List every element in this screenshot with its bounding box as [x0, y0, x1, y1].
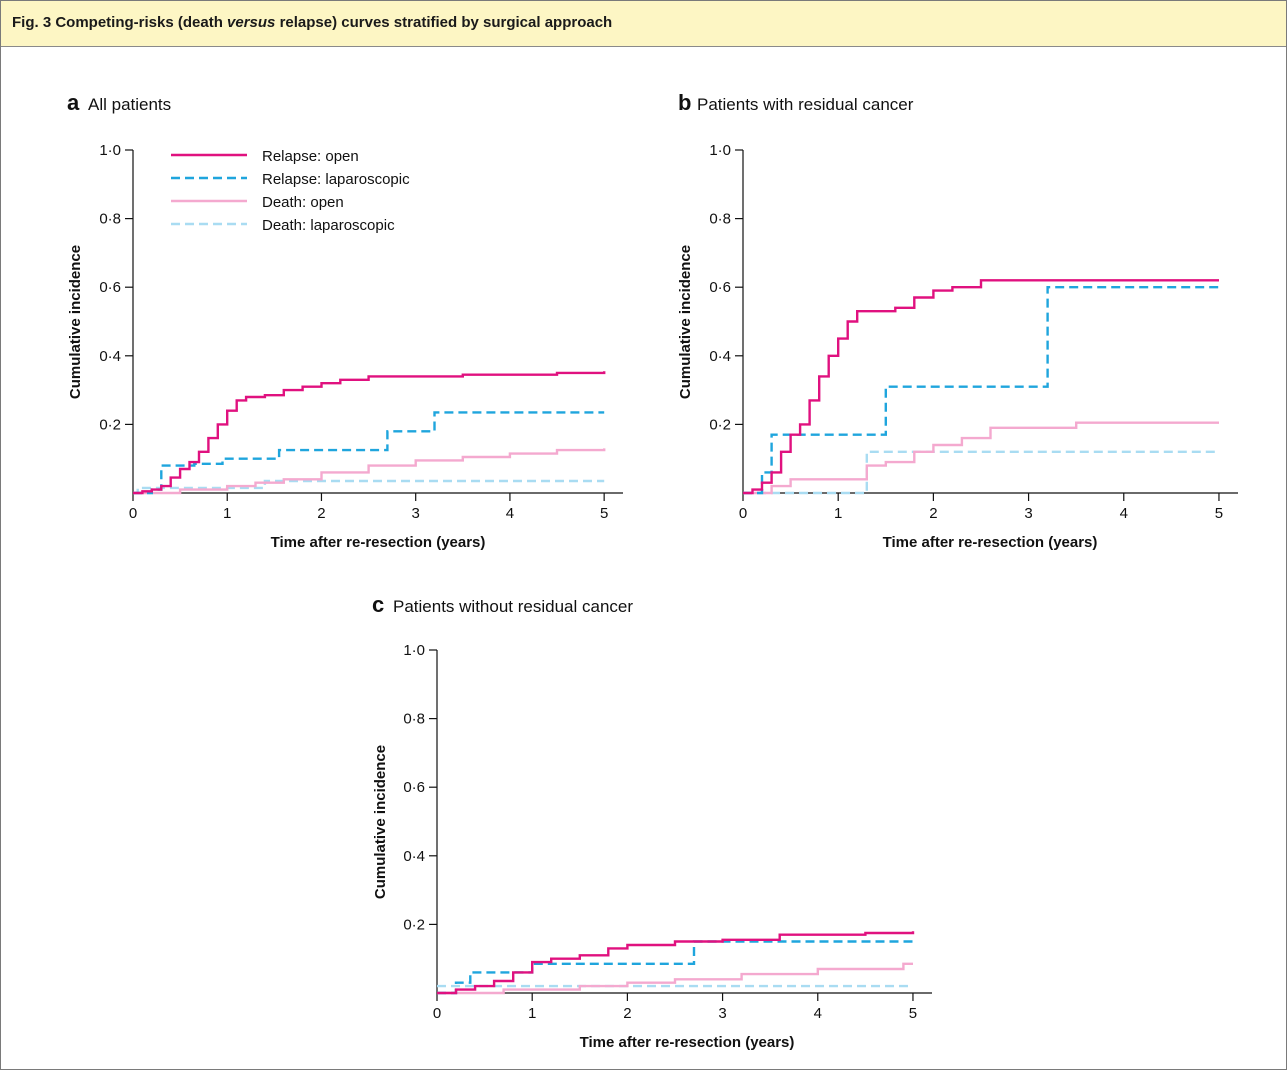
- x-tick-label: 1: [834, 505, 842, 522]
- y-tick-label: 0·4: [403, 848, 425, 865]
- chart-panel-b: b Patients with residual cancer 0 1 2 3 4 5 0·2 0…: [677, 90, 1238, 551]
- series-line-death-open: [743, 421, 1219, 495]
- panel-title: Patients with residual cancer: [697, 95, 914, 114]
- y-axis-label: Cumulative incidence: [67, 245, 84, 399]
- series-line-relapse-open: [743, 279, 1219, 495]
- caption-emphasis: versus: [227, 14, 276, 31]
- caption-bar: Fig. 3 Competing-risks (death versus rel…: [1, 1, 1286, 47]
- y-axis-label: Cumulative incidence: [677, 245, 694, 399]
- panel-letter: b: [678, 90, 691, 115]
- panel-letter: c: [372, 592, 384, 617]
- panel-title: Patients without residual cancer: [393, 597, 633, 616]
- x-tick-label: 4: [506, 505, 514, 522]
- x-tick-label: 4: [814, 1005, 822, 1022]
- x-tick-label: 2: [623, 1005, 631, 1022]
- x-axis-label: Time after re-resection (years): [883, 534, 1098, 551]
- x-tick-label: 2: [317, 505, 325, 522]
- x-axis-label: Time after re-resection (years): [271, 534, 486, 551]
- caption-suffix: relapse) curves stratified by surgical a…: [275, 14, 613, 31]
- legend-label: Relapse: laparoscopic: [262, 171, 410, 188]
- x-tick-label: 0: [739, 505, 747, 522]
- x-tick-label: 2: [929, 505, 937, 522]
- y-tick-label: 1·0: [709, 142, 731, 159]
- y-tick-label: 0·8: [99, 211, 121, 228]
- legend-label: Relapse: open: [262, 148, 359, 165]
- x-tick-label: 0: [129, 505, 137, 522]
- x-tick-label: 1: [528, 1005, 536, 1022]
- x-tick-label: 3: [1024, 505, 1032, 522]
- caption-prefix: Fig. 3 Competing-risks (death: [12, 14, 228, 31]
- x-tick-label: 5: [600, 505, 608, 522]
- x-tick-label: 5: [909, 1005, 917, 1022]
- x-tick-label: 4: [1120, 505, 1128, 522]
- y-axis-label: Cumulative incidence: [372, 745, 389, 899]
- x-tick-label: 3: [718, 1005, 726, 1022]
- series-line-death-laparoscopic: [133, 479, 605, 495]
- y-tick-label: 0·4: [99, 348, 121, 365]
- x-axis-label: Time after re-resection (years): [580, 1034, 795, 1051]
- legend-label: Death: laparoscopic: [262, 217, 395, 234]
- y-tick-label: 0·8: [403, 711, 425, 728]
- x-tick-label: 0: [433, 1005, 441, 1022]
- y-tick-label: 1·0: [403, 642, 425, 659]
- legend-label: Death: open: [262, 194, 344, 211]
- x-tick-label: 3: [412, 505, 420, 522]
- series-line-relapse-open: [437, 931, 915, 995]
- figure-caption: Fig. 3 Competing-risks (death versus rel…: [12, 14, 612, 31]
- series-line-relapse-laparoscopic: [437, 940, 913, 995]
- y-tick-label: 0·6: [709, 279, 731, 296]
- y-tick-label: 0·8: [709, 211, 731, 228]
- y-tick-label: 0·6: [99, 279, 121, 296]
- y-tick-label: 0·4: [709, 348, 731, 365]
- x-tick-label: 5: [1215, 505, 1223, 522]
- series-line-relapse-open: [133, 371, 606, 495]
- panel-title: All patients: [88, 95, 171, 114]
- chart-panel-c: c Patients without residual cancer 0 1 2 3 4 5 0…: [372, 592, 932, 1051]
- y-tick-label: 1·0: [99, 142, 121, 159]
- y-tick-label: 0·6: [403, 779, 425, 796]
- series-line-death-open: [133, 448, 606, 495]
- x-tick-label: 1: [223, 505, 231, 522]
- y-tick-label: 0·2: [99, 416, 121, 433]
- legend: Relapse: open Relapse: laparoscopic Death:…: [171, 148, 410, 234]
- y-tick-label: 0·2: [403, 916, 425, 933]
- series-line-death-open: [437, 962, 913, 995]
- series-line-relapse-laparoscopic: [743, 286, 1219, 495]
- y-tick-label: 0·2: [709, 416, 731, 433]
- panel-letter: a: [67, 90, 80, 115]
- series-line-death-laparoscopic: [743, 450, 1219, 495]
- chart-panel-a: a All patients 0 1 2 3 4 5 0·2 0·4 0·6 0·8 1·0 Time a…: [67, 90, 623, 551]
